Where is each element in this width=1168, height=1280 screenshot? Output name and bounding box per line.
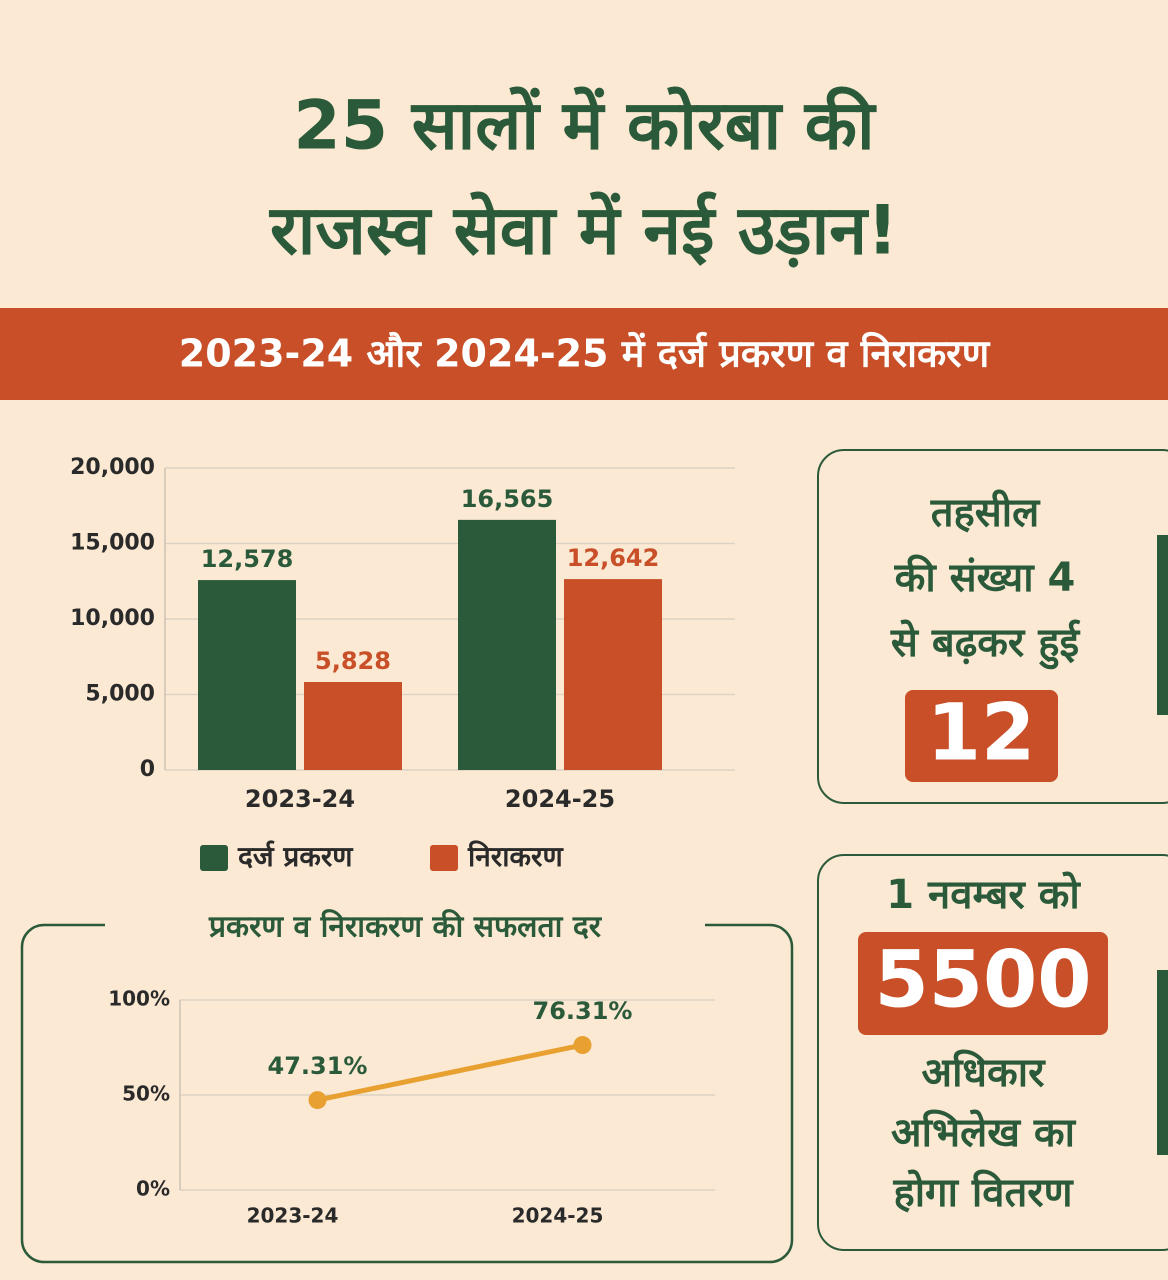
y-tick-label: 50% — [122, 1082, 170, 1106]
highlight-box — [905, 690, 1058, 782]
y-tick-label: 100% — [108, 987, 170, 1011]
legend-label: दर्ज प्रकरण — [237, 840, 354, 873]
data-label: 47.31% — [268, 1052, 368, 1080]
card-accent — [1157, 970, 1168, 1155]
card-text: होगा वितरण — [892, 1169, 1074, 1216]
chart-title: प्रकरण व निराकरण की सफलता दर — [208, 909, 603, 945]
x-tick-label: 2023-24 — [245, 785, 355, 813]
data-label: 12,642 — [567, 544, 660, 572]
card-text: की संख्या 4 — [894, 554, 1076, 601]
banner-text: 2023-24 और 2024-25 में दर्ज प्रकरण व निर… — [179, 332, 991, 376]
y-tick-label: 20,000 — [70, 455, 155, 480]
data-label: 16,565 — [461, 485, 554, 513]
card-text: अभिलेख का — [891, 1109, 1077, 1156]
legend-swatch — [430, 845, 458, 871]
card-text: अधिकार — [922, 1049, 1047, 1096]
data-label: 76.31% — [533, 997, 633, 1025]
x-tick-label: 2024-25 — [505, 785, 615, 813]
point — [573, 1036, 592, 1055]
x-tick-label: 2024-25 — [512, 1204, 604, 1228]
card-accent — [1157, 535, 1168, 715]
highlight-number: 12 — [927, 688, 1036, 778]
card-text: तहसील — [930, 489, 1041, 536]
banner — [0, 308, 1168, 400]
highlight-number: 5500 — [874, 935, 1091, 1025]
y-tick-label: 0% — [136, 1177, 170, 1201]
bar — [564, 579, 662, 770]
x-tick-label: 2023-24 — [247, 1204, 339, 1228]
card-text: से बढ़कर हुई — [890, 619, 1081, 670]
bar — [304, 681, 402, 770]
card — [817, 854, 1168, 1251]
frame-gap — [105, 905, 705, 950]
title: 25 सालों में कोरबा की — [293, 87, 877, 166]
y-tick-label: 0 — [140, 757, 155, 782]
data-label: 5,828 — [315, 647, 391, 675]
title: राजस्व सेवा में नई उड़ान! — [268, 192, 898, 271]
legend-swatch — [200, 845, 228, 871]
bar — [458, 519, 556, 770]
card-text: 1 नवम्बर को — [886, 871, 1081, 918]
line — [316, 1042, 584, 1103]
y-tick-label: 10,000 — [70, 606, 155, 631]
point — [308, 1091, 327, 1110]
highlight-box — [858, 932, 1108, 1035]
data-label: 12,578 — [201, 545, 294, 573]
y-tick-label: 5,000 — [85, 682, 155, 707]
bar — [198, 580, 296, 770]
y-tick-label: 15,000 — [70, 531, 155, 556]
legend-label: निराकरण — [467, 840, 564, 873]
card — [817, 449, 1168, 804]
